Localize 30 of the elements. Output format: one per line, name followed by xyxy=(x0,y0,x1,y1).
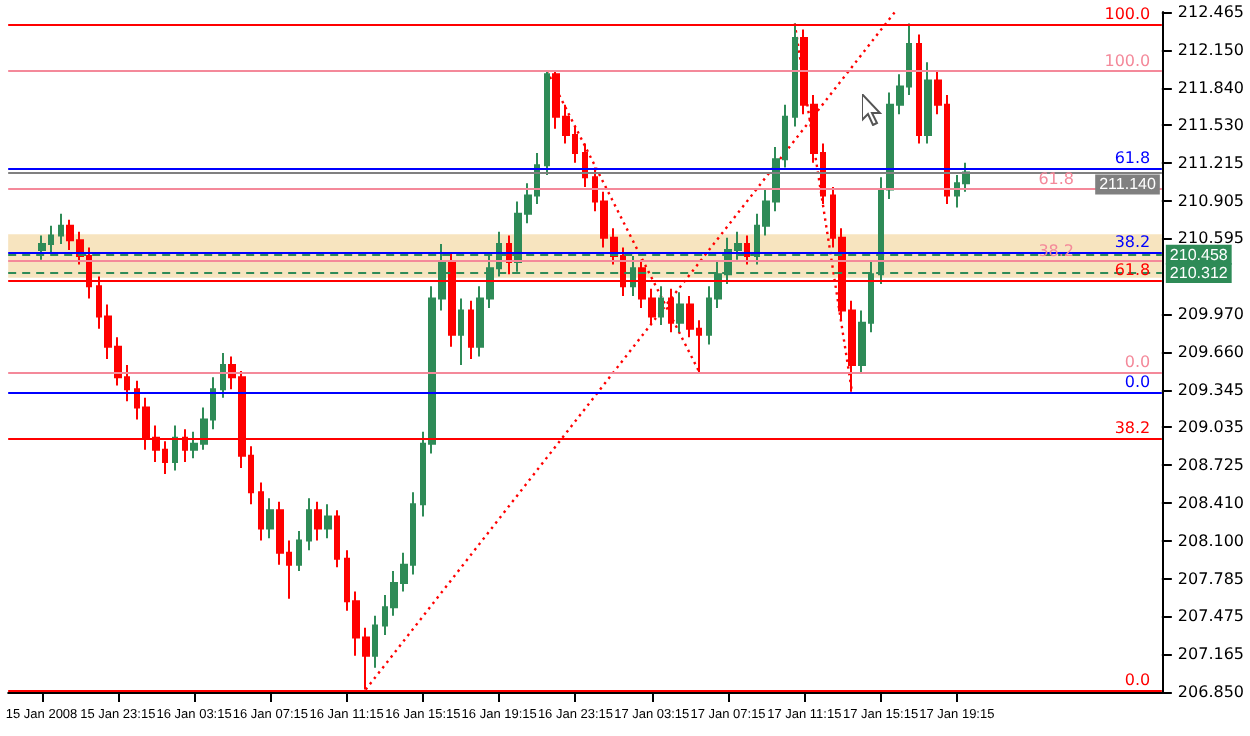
y-tick-label: 208.410 xyxy=(1177,494,1245,513)
y-tick-label: 210.905 xyxy=(1177,191,1245,210)
y-tick-label: 211.530 xyxy=(1177,116,1245,135)
y-tick-label: 212.465 xyxy=(1177,3,1245,21)
y-tick-label: 210.595 xyxy=(1177,229,1245,248)
annotation: 61.8 xyxy=(1038,170,1075,189)
annotation: 38.2 xyxy=(1114,233,1151,252)
y-tick-label: 209.345 xyxy=(1177,380,1245,399)
y-tick-label: 209.660 xyxy=(1177,342,1245,361)
annotation: 38.2 xyxy=(1114,418,1151,437)
y-tick-label: 207.165 xyxy=(1177,644,1245,663)
annotation: 61.8 xyxy=(1114,148,1151,167)
y-tick-label: 211.840 xyxy=(1177,78,1245,97)
y-tick-label: 207.475 xyxy=(1177,607,1245,626)
annotation: 0.0 xyxy=(1124,372,1151,391)
y-tick-label: 207.785 xyxy=(1177,569,1245,588)
y-tick-label: 212.150 xyxy=(1177,41,1245,60)
ref-line-label: 211.140 xyxy=(1099,175,1157,194)
y-tick-label: 211.215 xyxy=(1177,154,1245,173)
annotation: 100.0 xyxy=(1104,4,1151,23)
ref-line-label: 210.458 xyxy=(1169,245,1229,264)
y-tick-label: 208.100 xyxy=(1177,531,1245,550)
annotation: 100.0 xyxy=(1104,51,1151,70)
y-tick-label: 206.850 xyxy=(1177,683,1245,701)
ref-line-label: 210.312 xyxy=(1169,263,1229,282)
annotation: 0.0 xyxy=(1124,353,1151,372)
y-tick-label: 209.970 xyxy=(1177,305,1245,324)
annotation: 0.0 xyxy=(1124,670,1151,689)
y-tick-label: 208.725 xyxy=(1177,455,1245,474)
y-tick-label: 209.035 xyxy=(1177,418,1245,437)
